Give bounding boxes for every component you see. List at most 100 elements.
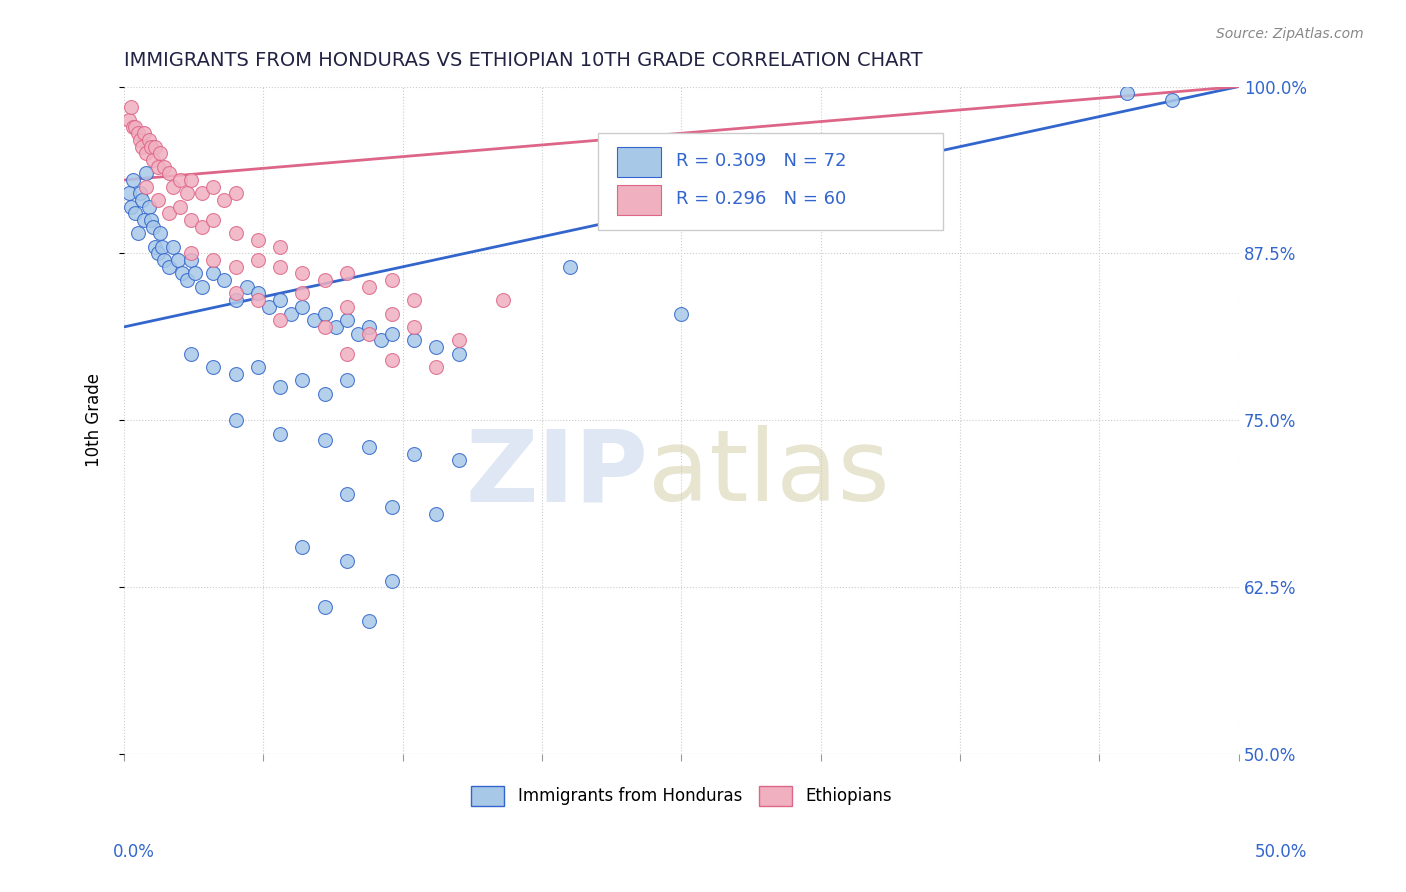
Point (169, 173, 191, 187)
Point (336, 553, 359, 567)
Point (269, 260, 291, 274)
Point (447, 453, 470, 467)
Point (291, 540, 314, 554)
Point (225, 286, 247, 301)
Point (166, 253, 188, 268)
Point (146, 160, 169, 174)
Point (176, 186, 198, 201)
Point (381, 306, 404, 320)
Text: IMMIGRANTS FROM HONDURAS VS ETHIOPIAN 10TH GRADE CORRELATION CHART: IMMIGRANTS FROM HONDURAS VS ETHIOPIAN 10… (124, 51, 922, 70)
Point (347, 326, 370, 341)
Point (202, 179, 225, 194)
Point (127, 126, 149, 140)
Point (359, 319, 381, 334)
Point (180, 173, 202, 187)
Point (314, 434, 336, 448)
FancyBboxPatch shape (598, 133, 943, 230)
Y-axis label: 10th Grade: 10th Grade (86, 374, 103, 467)
Point (314, 319, 336, 334)
Text: R = 0.309   N = 72: R = 0.309 N = 72 (676, 153, 846, 170)
Point (359, 326, 381, 341)
Point (359, 614, 381, 628)
Point (225, 227, 247, 241)
Point (381, 500, 404, 515)
Point (120, 99, 142, 113)
Point (359, 440, 381, 454)
Point (180, 253, 202, 268)
Point (153, 160, 176, 174)
Point (202, 213, 225, 227)
Point (180, 346, 202, 360)
Point (314, 386, 336, 401)
Point (336, 300, 359, 314)
Point (359, 280, 381, 294)
Point (325, 319, 347, 334)
Point (246, 233, 269, 247)
Bar (617, 185, 661, 215)
Point (139, 213, 162, 227)
Point (202, 267, 225, 281)
Point (162, 240, 184, 254)
Point (381, 353, 404, 368)
Point (124, 206, 146, 220)
Point (202, 253, 225, 268)
Point (269, 380, 291, 394)
Point (143, 139, 166, 153)
Point (314, 306, 336, 320)
Point (314, 273, 336, 287)
Text: ZIP: ZIP (465, 425, 648, 523)
Point (1116, 86, 1139, 100)
Point (191, 186, 214, 201)
Point (370, 333, 392, 347)
Point (336, 346, 359, 360)
Point (117, 186, 139, 201)
Point (246, 253, 269, 268)
Point (291, 267, 314, 281)
Point (402, 293, 425, 308)
Point (135, 179, 157, 194)
Point (235, 280, 257, 294)
Text: 50.0%: 50.0% (1256, 843, 1308, 861)
Point (142, 219, 165, 234)
Point (225, 186, 247, 201)
Point (269, 426, 291, 441)
Point (128, 133, 150, 147)
Point (257, 300, 280, 314)
Point (135, 166, 157, 180)
Point (180, 213, 202, 227)
Point (127, 227, 149, 241)
Point (176, 273, 198, 287)
Point (135, 146, 157, 161)
Point (225, 367, 247, 381)
Point (214, 273, 236, 287)
Point (291, 373, 314, 387)
Point (558, 260, 581, 274)
Point (492, 293, 515, 308)
Point (269, 293, 291, 308)
Point (381, 326, 404, 341)
Legend: Immigrants from Honduras, Ethiopians: Immigrants from Honduras, Ethiopians (464, 779, 898, 813)
Point (149, 146, 172, 161)
Point (425, 507, 447, 521)
Point (122, 120, 145, 134)
Point (246, 293, 269, 308)
Point (336, 487, 359, 501)
Point (336, 373, 359, 387)
Point (402, 447, 425, 461)
Point (280, 306, 302, 320)
Point (149, 227, 172, 241)
Point (447, 333, 470, 347)
Point (157, 260, 180, 274)
Point (124, 120, 146, 134)
Point (1160, 93, 1182, 107)
Point (157, 206, 180, 220)
Point (425, 359, 447, 374)
Point (142, 153, 165, 167)
Point (184, 267, 207, 281)
Bar (617, 146, 661, 177)
Point (138, 200, 160, 214)
Point (139, 139, 162, 153)
Point (402, 319, 425, 334)
Point (671, 306, 693, 320)
Point (143, 240, 166, 254)
